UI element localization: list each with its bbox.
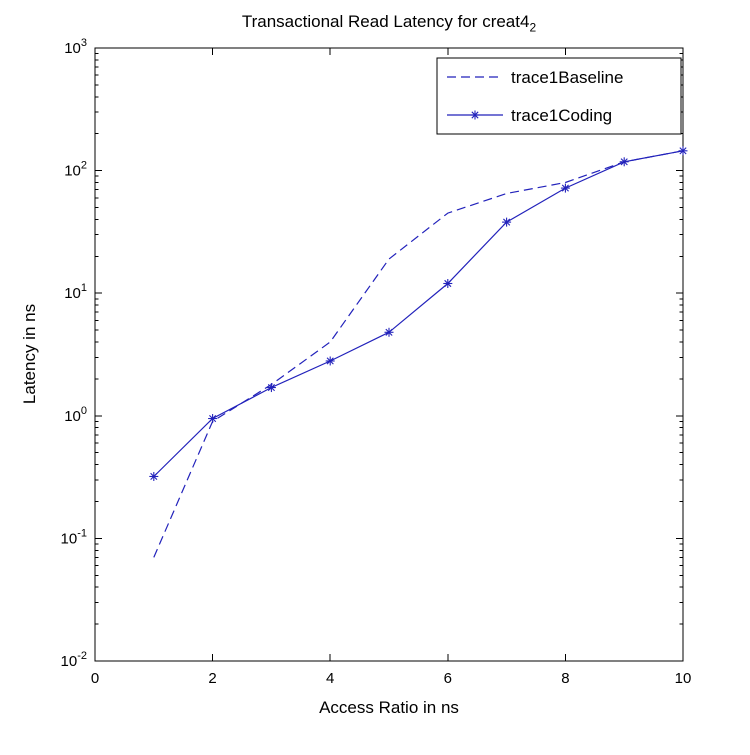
x-tick-label: 2 bbox=[208, 670, 216, 687]
asterisk-marker bbox=[620, 158, 628, 166]
legend: trace1Baseline trace1Coding bbox=[436, 57, 682, 135]
chart-title-main: Transactional Read Latency for creat4 bbox=[241, 12, 530, 31]
asterisk-marker bbox=[150, 472, 158, 481]
y-tick-label: 102 bbox=[64, 160, 87, 180]
asterisk-marker bbox=[326, 357, 334, 365]
x-tick-label: 6 bbox=[444, 670, 452, 687]
y-axis-label: Latency in ns bbox=[20, 303, 39, 405]
y-tick-label: 101 bbox=[64, 282, 87, 302]
chart-title: Transactional Read Latency for creat42 bbox=[95, 12, 683, 34]
asterisk-marker bbox=[503, 218, 511, 226]
y-tick-label: 10-2 bbox=[61, 650, 87, 670]
asterisk-marker bbox=[267, 383, 275, 392]
x-tick-label: 0 bbox=[91, 670, 99, 687]
asterisk-marker bbox=[385, 328, 393, 336]
plot-box bbox=[94, 47, 684, 662]
data-series-trace1Baseline bbox=[153, 150, 684, 558]
asterisk-marker bbox=[209, 414, 217, 423]
y-tick-label: 100 bbox=[64, 405, 87, 425]
legend-marker-sample bbox=[470, 110, 480, 120]
x-axis-label: Access Ratio in ns bbox=[319, 698, 459, 717]
x-tick-label: 8 bbox=[561, 670, 569, 687]
legend-box bbox=[436, 57, 682, 135]
y-tick-label: 103 bbox=[64, 37, 87, 57]
x-tick-label: 10 bbox=[675, 670, 692, 687]
axes bbox=[94, 47, 684, 662]
chart-title-subscript: 2 bbox=[529, 20, 537, 35]
legend-entry-label: trace1Coding bbox=[511, 106, 612, 125]
asterisk-marker bbox=[444, 279, 452, 288]
asterisk-marker bbox=[471, 111, 479, 119]
asterisk-marker bbox=[561, 184, 569, 192]
data-series-trace1Coding bbox=[153, 150, 684, 477]
asterisk-marker bbox=[679, 147, 687, 155]
legend-entry-label: trace1Baseline bbox=[511, 68, 623, 87]
y-tick-label: 10-1 bbox=[61, 527, 87, 547]
markers-trace1Coding bbox=[149, 146, 688, 481]
x-tick-label: 4 bbox=[326, 670, 334, 687]
